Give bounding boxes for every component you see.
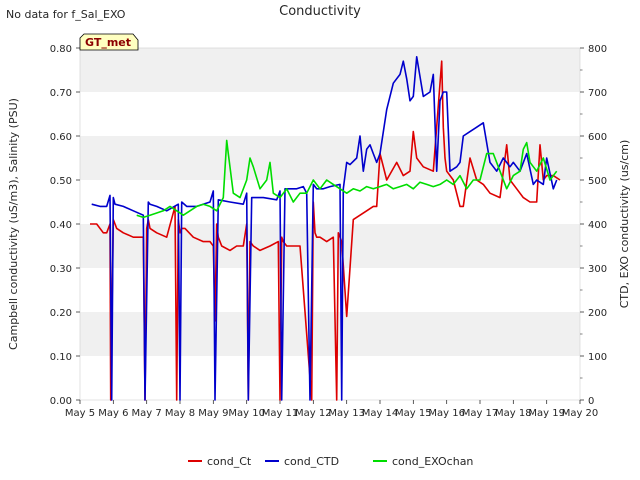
legend-label-cond_CTD: cond_CTD	[284, 455, 339, 468]
y-left-tick-label: 0.10	[50, 352, 72, 363]
y-left-tick-label: 0.60	[50, 132, 72, 143]
grid-band	[80, 48, 580, 92]
y-left-tick-label: 0.20	[50, 308, 72, 319]
x-tick-label: May 19	[528, 408, 565, 419]
y-right-tick-label: 100	[588, 352, 607, 363]
series-line-cond_EXOchan	[136, 139, 558, 219]
x-tick-label: May 18	[495, 408, 532, 419]
legend-label-cond_Ct: cond_Ct	[207, 455, 252, 468]
x-tick-label: May 6	[98, 408, 128, 419]
y-left-tick-label: 0.30	[50, 264, 72, 275]
series-line-cond_Ct	[90, 60, 561, 401]
x-tick-label: May 8	[165, 408, 195, 419]
x-tick-label: May 12	[295, 408, 332, 419]
grid-band	[80, 136, 580, 180]
badge-shape	[79, 33, 139, 51]
y-axis-right-label: CTD, EXO conductivity (us/cm)	[618, 140, 631, 309]
y-left-tick-label: 0.70	[50, 88, 72, 99]
series-group	[90, 55, 561, 401]
series-line-cond_CTD	[91, 55, 558, 401]
y-right-tick-label: 600	[588, 132, 607, 143]
no-data-note: No data for f_Sal_EXO	[6, 8, 126, 21]
y-left-tick-label: 0.50	[50, 176, 72, 187]
x-tick-label: May 11	[262, 408, 299, 419]
x-tick-label: May 15	[395, 408, 432, 419]
y-right-tick-label: 300	[588, 264, 607, 275]
chart-title: Conductivity	[279, 4, 361, 19]
y-left-tick-label: 0.80	[50, 44, 72, 55]
x-tick-label: May 20	[562, 408, 599, 419]
x-tick-label: May 10	[228, 408, 265, 419]
grid-band	[80, 224, 580, 268]
y-right-tick-label: 500	[588, 176, 607, 187]
x-tick-label: May 17	[462, 408, 499, 419]
gt-met-badge: GT_met	[79, 33, 139, 51]
y-axis-left-label: Campbell conductivity (uS/m3), Salinity …	[7, 98, 20, 350]
x-tick-label: May 16	[428, 408, 465, 419]
x-tick-label: May 13	[328, 408, 365, 419]
x-tick-label: May 5	[65, 408, 95, 419]
badge-label: GT_met	[85, 36, 131, 49]
y-right-tick-label: 700	[588, 88, 607, 99]
right-axis-ticks: 0 100 200 300 400 500 600 700 800	[580, 44, 607, 407]
x-tick-label: May 7	[132, 408, 162, 419]
background-bands	[80, 48, 580, 356]
grid-band	[80, 312, 580, 356]
y-right-tick-label: 200	[588, 308, 607, 319]
y-right-tick-label: 0	[588, 396, 594, 407]
legend: cond_Ct cond_CTD cond_EXOchan	[188, 455, 473, 468]
x-tick-label: May 9	[198, 408, 228, 419]
left-axis-ticks: 0.00 0.10 0.20 0.30 0.40 0.50 0.60 0.70 0.80	[50, 44, 80, 407]
x-tick-label: May 14	[362, 408, 399, 419]
y-left-tick-label: 0.00	[50, 396, 72, 407]
legend-label-cond_EXOchan: cond_EXOchan	[392, 455, 473, 468]
y-right-tick-label: 400	[588, 220, 607, 231]
y-left-tick-label: 0.40	[50, 220, 72, 231]
y-right-tick-label: 800	[588, 44, 607, 55]
